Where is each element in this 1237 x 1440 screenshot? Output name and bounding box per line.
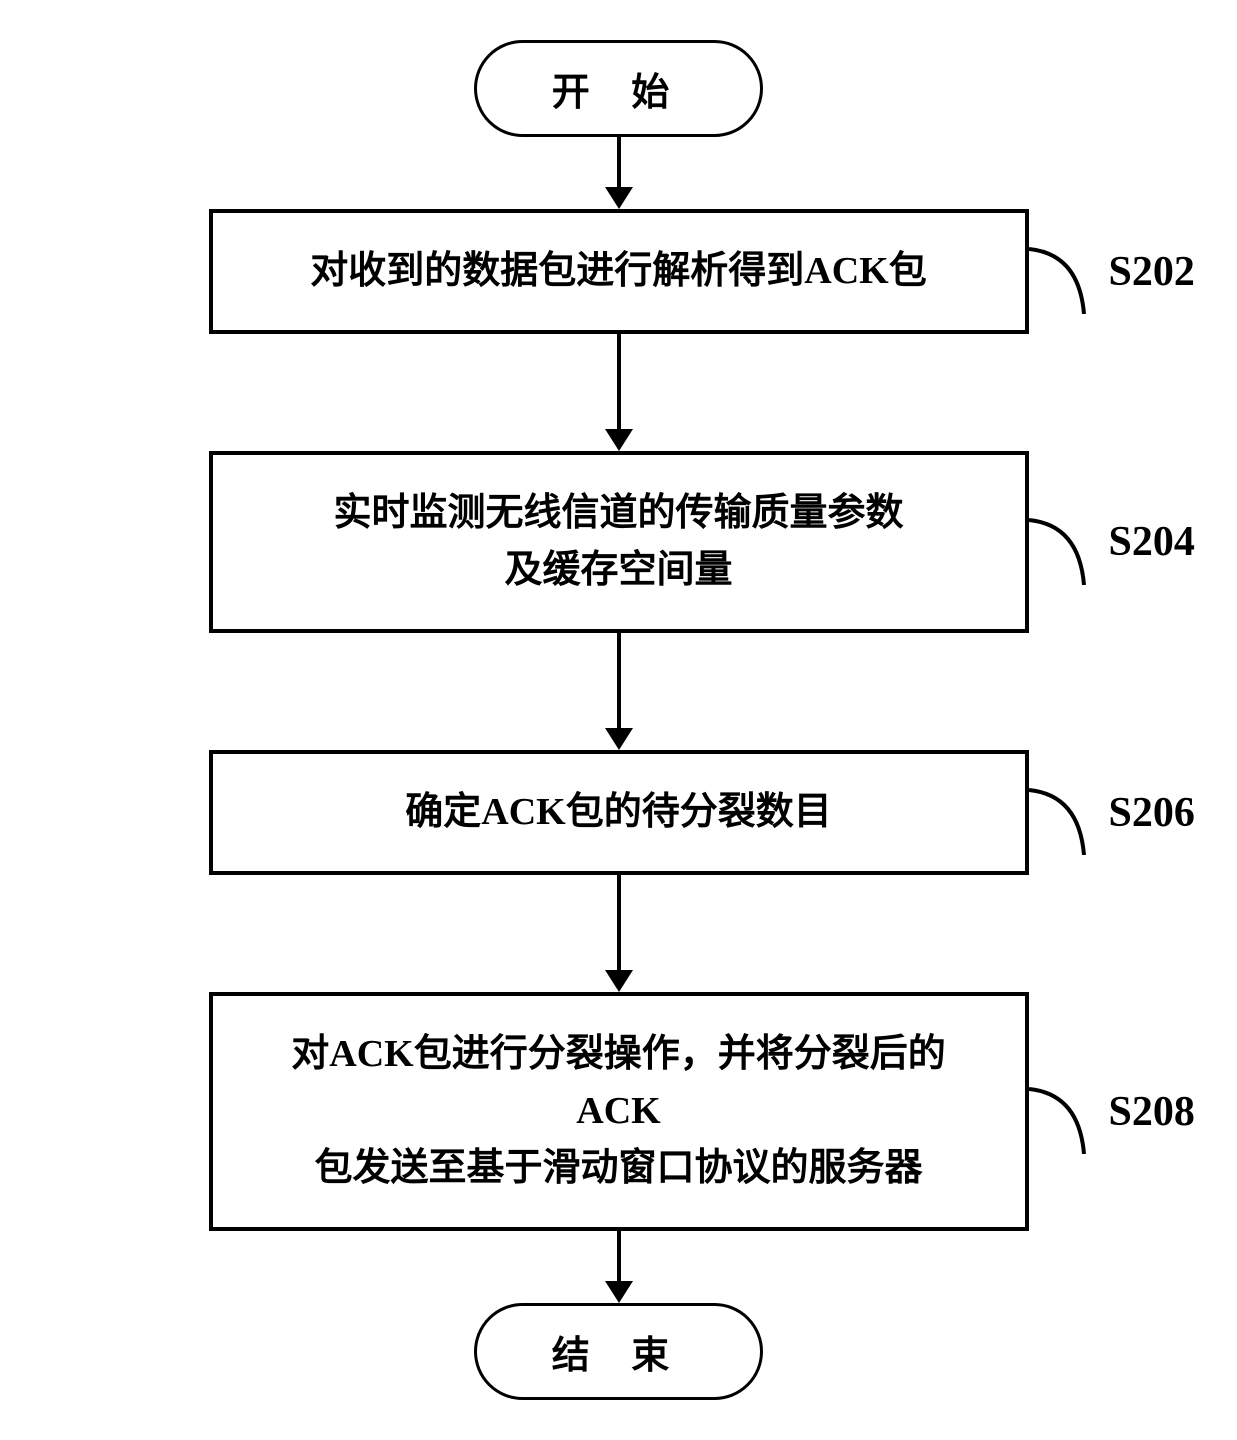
step-label: S206 [1109,789,1195,837]
curve-icon [1029,229,1099,314]
step-row: 对收到的数据包进行解析得到ACK包 S202 [69,209,1169,334]
arrow [605,633,633,750]
process-text: 对ACK包进行分裂操作，并将分裂后的ACK包发送至基于滑动窗口协议的服务器 [291,1033,945,1189]
process-box: 实时监测无线信道的传输质量参数及缓存空间量 [209,451,1029,633]
process-box: 确定ACK包的待分裂数目 [209,750,1029,875]
step-row: 确定ACK包的待分裂数目 S206 [69,750,1169,875]
curve-icon [1029,770,1099,855]
connector: S206 [1029,770,1195,855]
flowchart-container: 开 始 对收到的数据包进行解析得到ACK包 S202 实时监测无线信道的传输质量… [69,40,1169,1400]
step-label: S208 [1109,1088,1195,1136]
arrow [605,875,633,992]
process-box: 对ACK包进行分裂操作，并将分裂后的ACK包发送至基于滑动窗口协议的服务器 [209,992,1029,1231]
process-text: 实时监测无线信道的传输质量参数及缓存空间量 [333,492,903,591]
process-text: 对收到的数据包进行解析得到ACK包 [310,250,926,292]
curve-icon [1029,500,1099,585]
process-text: 确定ACK包的待分裂数目 [405,791,831,833]
arrow [605,1231,633,1303]
curve-icon [1029,1069,1099,1154]
step-row: 对ACK包进行分裂操作，并将分裂后的ACK包发送至基于滑动窗口协议的服务器 S2… [69,992,1169,1231]
arrow [605,137,633,209]
connector: S204 [1029,500,1195,585]
arrow [605,334,633,451]
connector: S202 [1029,229,1195,314]
connector: S208 [1029,1069,1195,1154]
step-label: S202 [1109,248,1195,296]
end-terminal: 结 束 [474,1303,764,1400]
step-row: 实时监测无线信道的传输质量参数及缓存空间量 S204 [69,451,1169,633]
process-box: 对收到的数据包进行解析得到ACK包 [209,209,1029,334]
start-terminal: 开 始 [474,40,764,137]
step-label: S204 [1109,518,1195,566]
